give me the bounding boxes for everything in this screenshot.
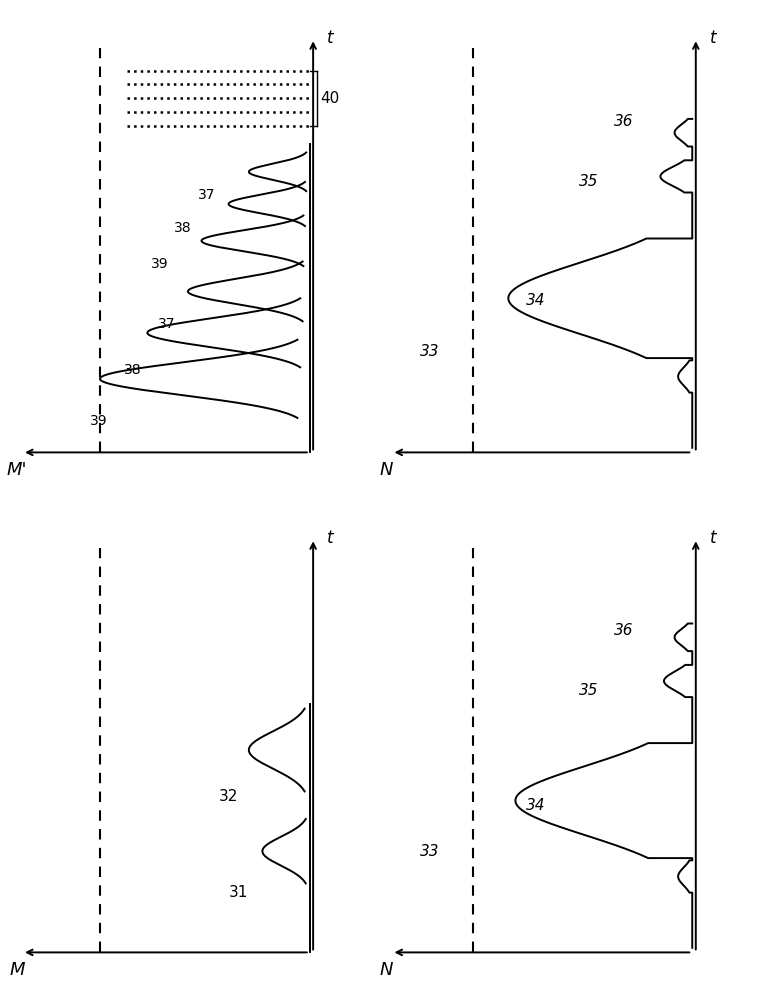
Text: 36: 36 <box>614 114 634 129</box>
Text: 33: 33 <box>420 844 439 859</box>
Text: t: t <box>710 29 717 47</box>
Text: t: t <box>710 529 717 547</box>
Text: 39: 39 <box>151 257 168 271</box>
Text: 40: 40 <box>320 91 339 106</box>
Text: 35: 35 <box>579 683 598 698</box>
Text: 37: 37 <box>158 317 175 331</box>
Text: 37: 37 <box>198 188 215 202</box>
Text: N: N <box>380 461 393 479</box>
Text: 38: 38 <box>175 221 192 235</box>
Text: N: N <box>380 961 393 979</box>
Text: 36: 36 <box>614 623 634 638</box>
Text: 33: 33 <box>420 344 439 359</box>
Text: M: M <box>9 961 25 979</box>
Text: 35: 35 <box>579 174 598 189</box>
Text: 34: 34 <box>526 798 545 813</box>
Text: t: t <box>327 529 333 547</box>
Text: 32: 32 <box>218 789 238 804</box>
Text: 38: 38 <box>124 363 141 377</box>
Text: 34: 34 <box>526 293 545 308</box>
Text: M': M' <box>7 461 28 479</box>
Text: 39: 39 <box>90 414 108 428</box>
Text: t: t <box>327 29 333 47</box>
Text: 31: 31 <box>228 885 248 900</box>
